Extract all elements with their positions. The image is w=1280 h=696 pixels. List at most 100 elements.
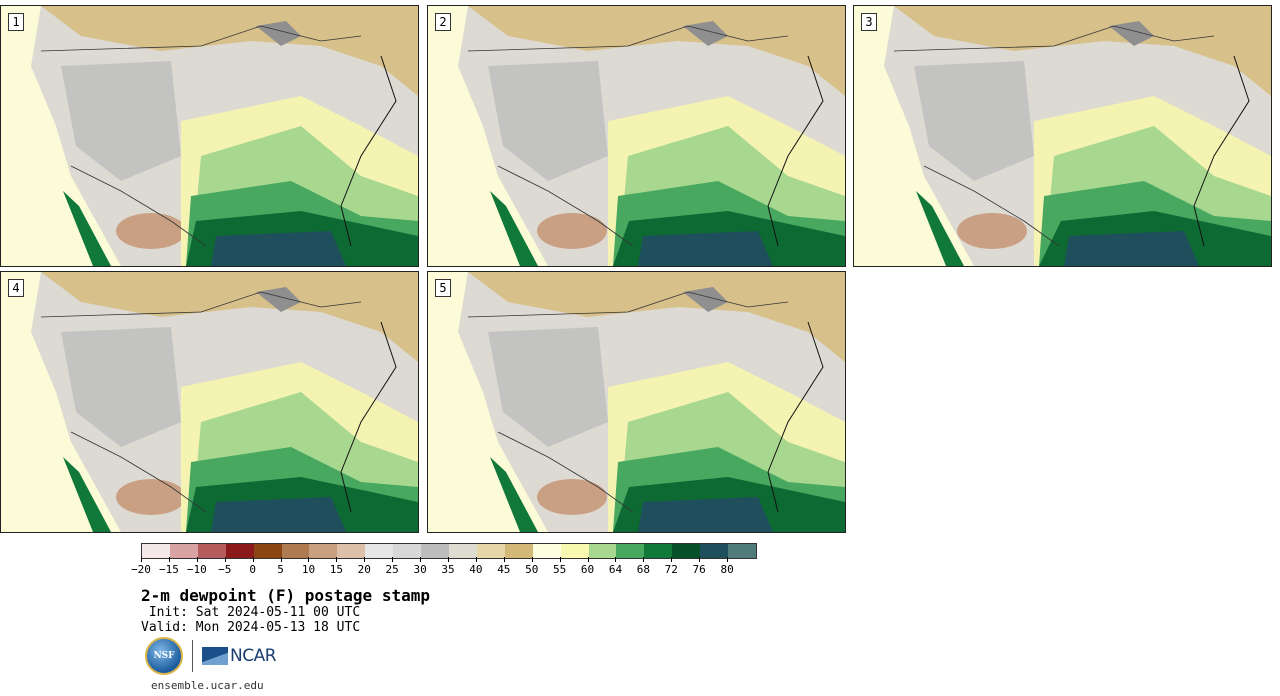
colorbar-tick <box>168 557 170 562</box>
canada-region <box>41 272 418 362</box>
border-line <box>923 165 1060 247</box>
colorbar-tick-label: 80 <box>720 563 734 576</box>
colorbar-swatch <box>560 544 589 558</box>
colorbar-tick <box>392 557 394 562</box>
coastline <box>767 55 824 247</box>
colorbar-tick-label: −5 <box>218 563 232 576</box>
colorbar-tick <box>420 557 422 562</box>
colorbar-swatch <box>700 544 729 558</box>
colorbar-tick <box>587 557 589 562</box>
colorbar-tick <box>448 557 449 562</box>
footer-url: ensemble.ucar.edu <box>151 679 264 692</box>
nsf-logo: NSF <box>145 637 183 675</box>
colorbar-tick <box>503 557 505 562</box>
colorbar-tick-label: 10 <box>301 563 316 576</box>
panel-label: 5 <box>435 279 451 297</box>
panel-label: 3 <box>861 13 877 31</box>
colorbar-tick-label: 60 <box>580 563 595 576</box>
colorbar-tick-label: 35 <box>441 563 455 576</box>
mountain-region <box>61 61 181 181</box>
ncar-mark-icon <box>202 647 228 665</box>
colorbar-swatch <box>309 544 338 558</box>
border-line <box>40 25 362 52</box>
baja-coast <box>490 191 538 266</box>
colorbar-tick-label: −10 <box>186 563 207 576</box>
pacific-ocean <box>428 272 548 532</box>
dewpoint-map <box>428 272 845 532</box>
colorbar-tick <box>615 557 617 562</box>
colorbar-tick <box>141 557 142 562</box>
panel-label: 1 <box>8 13 24 31</box>
colorbar-swatch <box>253 544 282 558</box>
dry-southwest <box>116 213 186 249</box>
colorbar-tick-label: 0 <box>249 563 256 576</box>
pacific-ocean <box>854 6 974 266</box>
colorbar-tick-label: 72 <box>664 563 678 576</box>
baja-coast <box>63 457 111 532</box>
colorbar-tick-label: 20 <box>357 563 371 576</box>
colorbar-tick-label: 25 <box>385 563 399 576</box>
colorbar-swatch <box>337 544 366 558</box>
canada-region <box>468 6 845 96</box>
coastline <box>1193 55 1250 247</box>
mountain-region <box>488 61 608 181</box>
colorbar-tick-label: 68 <box>636 563 650 576</box>
coastline <box>340 55 397 247</box>
colorbar-swatch <box>169 544 198 558</box>
colorbar-swatch <box>421 544 449 558</box>
border-line <box>40 291 362 318</box>
canada-region <box>41 6 418 96</box>
valid-time: Valid: Mon 2024-05-13 18 UTC <box>141 620 361 635</box>
colorbar-tick <box>364 557 366 562</box>
coastline <box>340 321 397 513</box>
colorbar-swatch <box>616 544 645 558</box>
ncar-logo: NCAR <box>202 646 277 666</box>
gulf-of-mexico <box>211 231 346 266</box>
colorbar-swatch <box>197 544 226 558</box>
mountain-region <box>914 61 1034 181</box>
canada-region <box>894 6 1271 96</box>
colorbar-tick-label: 50 <box>525 563 539 576</box>
colorbar-tick-label: 30 <box>413 563 427 576</box>
border-line <box>497 165 634 247</box>
map-panel-5: 5 <box>427 271 846 533</box>
colorbar-tick-label: 64 <box>608 563 623 576</box>
border-line <box>467 291 789 318</box>
colorbar-swatch <box>225 544 254 558</box>
colorbar-swatch <box>644 544 673 558</box>
border-line <box>893 25 1215 52</box>
colorbar-tick-label: 55 <box>553 563 567 576</box>
map-panel-3: 3 <box>853 5 1272 267</box>
colorbar-tick <box>196 557 198 562</box>
colorbar-tick <box>559 557 561 562</box>
mountain-region <box>61 327 181 447</box>
pacific-ocean <box>428 6 548 266</box>
colorbar-swatch <box>672 544 701 558</box>
dry-southwest <box>116 479 186 515</box>
panel-label: 4 <box>8 279 24 297</box>
colorbar-tick <box>475 557 477 562</box>
colorbar-swatch <box>281 544 310 558</box>
border-line <box>70 165 207 247</box>
figure-title: 2-m dewpoint (F) postage stamp <box>141 586 430 605</box>
colorbar-tick <box>224 557 226 562</box>
colorbar-tick <box>531 557 533 562</box>
map-panel-4: 4 <box>0 271 419 533</box>
colorbar-swatch <box>142 544 170 558</box>
colorbar-swatch <box>532 544 561 558</box>
dry-southwest <box>537 213 607 249</box>
colorbar-swatch <box>728 544 756 558</box>
init-time: Init: Sat 2024-05-11 00 UTC <box>141 605 361 620</box>
baja-coast <box>63 191 111 266</box>
mountain-region <box>488 327 608 447</box>
gulf-of-mexico <box>638 231 773 266</box>
colorbar-tick <box>280 557 282 562</box>
colorbar-swatch <box>448 544 477 558</box>
colorbar-tick <box>336 557 338 562</box>
pacific-ocean <box>1 6 121 266</box>
pacific-ocean <box>1 272 121 532</box>
gulf-of-mexico <box>211 497 346 532</box>
colorbar-tick-label: −15 <box>158 563 179 576</box>
map-panel-1: 1 <box>0 5 419 267</box>
colorbar-tick <box>727 557 729 562</box>
